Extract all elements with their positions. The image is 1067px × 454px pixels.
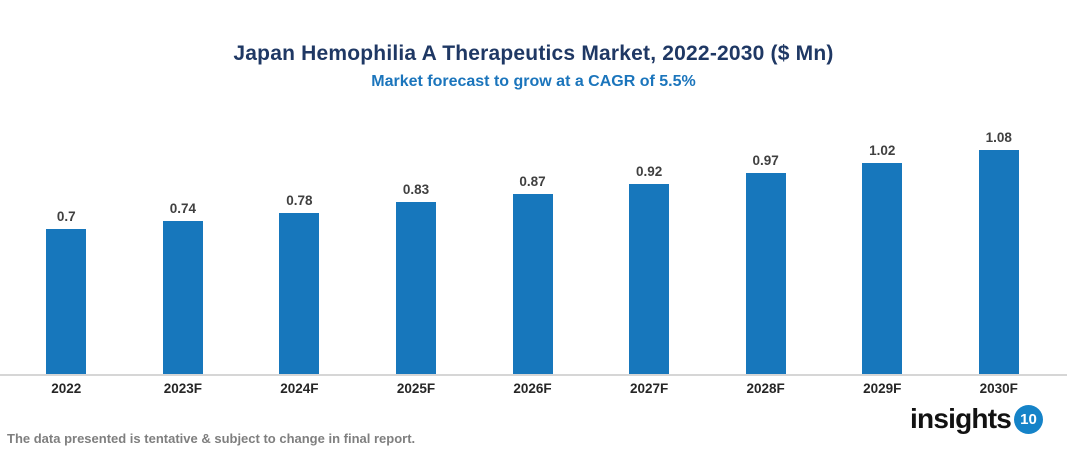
bar: [629, 184, 670, 375]
bar-value-label: 0.83: [402, 182, 430, 197]
bar-value-label: 1.02: [869, 143, 896, 158]
category-label: 2030F: [979, 381, 1018, 396]
bars-row: 0.7 0.74 0.78 0.83 0.87 0.92 0.97 1.02 1.08: [8, 130, 1057, 375]
disclaimer-text: The data presented is tentative & subjec…: [7, 431, 416, 446]
bar: [46, 229, 87, 375]
category-label: 2028F: [746, 381, 785, 396]
category-label: 2027F: [629, 381, 669, 396]
insights10-logo: insights 10: [910, 403, 1043, 435]
category-label: 2022: [51, 381, 82, 396]
category-label: 2026F: [513, 381, 552, 396]
bar-column: 0.92: [591, 164, 708, 375]
bar-column: 0.87: [474, 174, 591, 375]
bar-column: 0.74: [125, 201, 242, 375]
bar-column: 0.7: [8, 209, 125, 375]
category-label: 2023F: [163, 381, 202, 396]
bar-value-label: 0.92: [635, 164, 663, 179]
bar: [512, 194, 553, 375]
bar-value-label: 0.7: [56, 209, 76, 224]
bar: [395, 202, 436, 375]
x-axis-line: [0, 374, 1067, 376]
logo-badge-10: 10: [1014, 404, 1043, 434]
bar-column: 0.97: [707, 153, 824, 375]
category-labels-row: 2022 2023F 2024F 2025F 2026F 2027F 2028F 2029F 2…: [8, 381, 1057, 396]
bar: [162, 221, 203, 375]
category-label: 2025F: [396, 381, 436, 396]
bar: [279, 213, 320, 375]
category-label: 2029F: [863, 381, 902, 396]
bar-value-label: 0.78: [286, 193, 313, 208]
bar-column: 1.02: [824, 143, 941, 375]
bar-value-label: 0.74: [169, 201, 196, 216]
bar-value-label: 0.97: [752, 153, 779, 168]
bar-column: 0.78: [241, 193, 358, 375]
chart-title: Japan Hemophilia A Therapeutics Market, …: [233, 42, 834, 65]
bar: [862, 163, 903, 375]
bar-column: 0.83: [358, 182, 475, 375]
bar: [978, 150, 1019, 375]
bar-column: 1.08: [941, 130, 1058, 375]
logo-wordmark: insights: [910, 403, 1012, 434]
category-label: 2024F: [280, 381, 319, 396]
bar-value-label: 0.87: [519, 174, 546, 189]
bar-value-label: 1.08: [985, 130, 1012, 145]
bar: [745, 173, 786, 375]
chart-subtitle: Market forecast to grow at a CAGR of 5.5…: [371, 73, 696, 90]
